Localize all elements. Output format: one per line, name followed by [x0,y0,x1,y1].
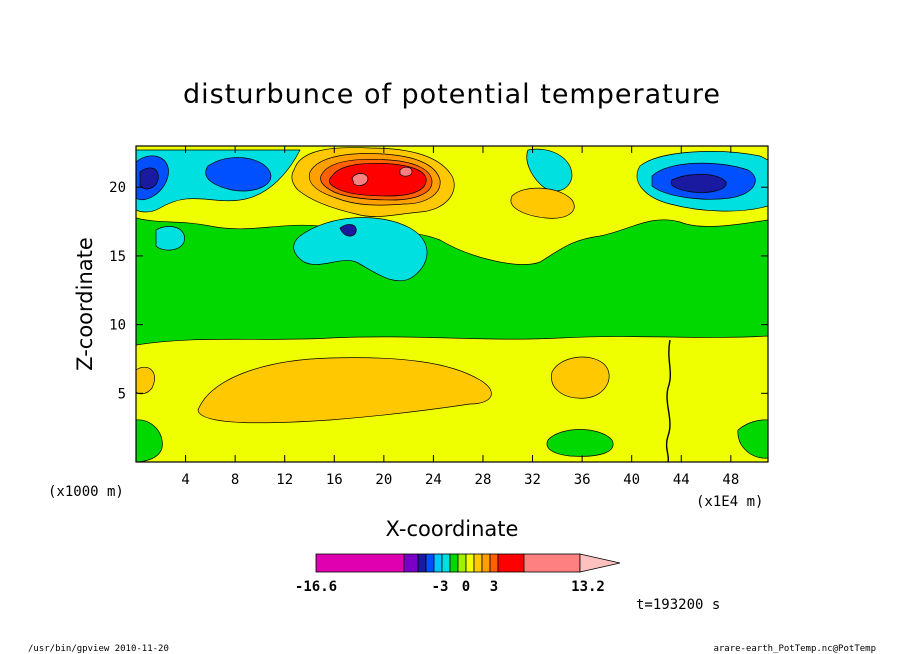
colorbar-swatch [457,553,467,573]
colorbar-label: 13.2 [571,579,605,595]
field-cyan-upper-mid [526,148,573,192]
colorbar-swatch [441,553,451,573]
y-tick-label: 20 [109,180,126,196]
x-tick-label: 16 [326,472,343,488]
field-darkblue-left [139,167,159,190]
x-tick-label: 40 [623,472,640,488]
x-tick-label: 12 [276,472,293,488]
colorbar-swatch [489,553,499,573]
colorbar-swatch [473,553,483,573]
x-tick-label: 44 [673,472,690,488]
field-blue-left-mid [205,157,272,192]
colorbar-swatch [433,553,443,573]
colorbar-swatch [403,553,419,573]
colorbar-label: -3 [432,579,449,595]
field-orange-lens-left [197,357,492,424]
field-vertical-disturbance [665,339,671,462]
colorbar-swatch [425,553,435,573]
contour-plot-area [136,146,768,462]
colorbar-overflow-arrow [579,553,621,573]
x-unit-label: (x1E4 m) [696,494,763,510]
x-tick-label: 8 [231,472,239,488]
field-cyan-left [155,226,185,251]
field-darkblue-right [670,173,727,193]
colorbar-swatch [315,553,405,573]
time-label: t=193200 s [636,597,720,613]
footer-right: arare-earth_PotTemp.nc@PotTemp [713,644,876,654]
chart-title: disturbunce of potential temperature [183,79,721,110]
x-axis-label: X-coordinate [386,517,519,541]
y-tick-label: 10 [109,318,126,334]
x-tick-label: 20 [375,472,392,488]
colorbar: -16.6 -3 0 3 13.2 [295,553,621,595]
field-cyan-center [293,217,428,282]
colorbar-swatch [449,553,459,573]
colorbar-swatch [481,553,491,573]
field-pink-core-right [399,166,413,177]
field-pink-core-left [351,173,369,186]
footer-left: /usr/bin/gpview 2010-11-20 [28,644,169,654]
y-tick-label: 5 [118,386,126,402]
field-blue-center [339,224,357,237]
x-tick-label: 4 [181,472,189,488]
x-tick-label: 48 [722,472,739,488]
field-red-core [329,162,427,197]
plot-frame [135,145,769,463]
colorbar-swatch [497,553,525,573]
y-axis-label: Z-coordinate [73,237,97,371]
colorbar-swatch [523,553,581,573]
y-tick-label: 15 [109,249,126,265]
x-tick-label: 28 [475,472,492,488]
field-orange-lens-right [551,356,610,399]
colorbar-label: -16.6 [295,579,337,595]
colorbar-swatch [465,553,475,573]
field-orange-upper-right [510,187,575,219]
colorbar-label: 3 [490,579,498,595]
field-green-bottom-right [546,429,614,457]
colorbar-label: 0 [462,579,470,595]
x-tick-label: 32 [524,472,541,488]
colorbar-swatch [417,553,427,573]
x-tick-label: 36 [574,472,591,488]
field-green-bottom-far-right [737,419,768,459]
y-unit-label: (x1000 m) [48,484,124,500]
x-tick-label: 24 [425,472,442,488]
